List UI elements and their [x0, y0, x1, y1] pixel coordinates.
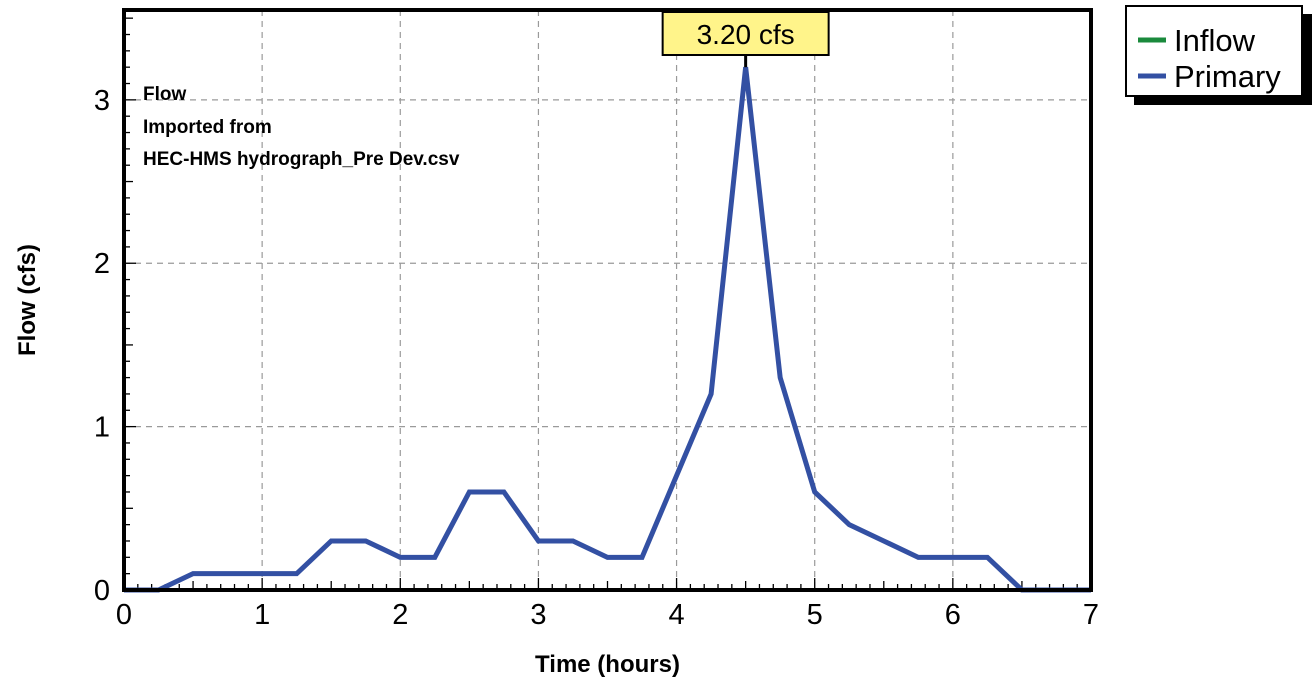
legend: Inflow Primary [1125, 5, 1312, 105]
annotation-line-3: HEC-HMS hydrograph_Pre Dev.csv [143, 149, 460, 170]
x-tick-label: 0 [116, 599, 132, 631]
peak-label: 3.20 cfs [697, 19, 795, 50]
y-tick-labels: 0 1 2 3 [94, 85, 110, 607]
x-tick-label: 5 [807, 599, 823, 631]
y-tick-label: 2 [94, 248, 110, 280]
x-tick-label: 7 [1083, 599, 1099, 631]
x-tick-label: 2 [392, 599, 408, 631]
x-tick-label: 3 [530, 599, 546, 631]
legend-label-inflow: Inflow [1174, 23, 1256, 58]
x-tick-label: 4 [669, 599, 685, 631]
y-tick-label: 3 [94, 85, 110, 117]
peak-label-box [661, 11, 830, 56]
legend-label-primary: Primary [1174, 59, 1281, 94]
annotation-line-2: Imported from [143, 117, 272, 138]
grid [124, 10, 1091, 590]
annotation-line-1: Flow [143, 84, 186, 105]
x-tick-labels: 0 1 2 3 4 5 6 7 [116, 599, 1099, 631]
y-axis-title: Flow (cfs) [14, 244, 41, 356]
legend-box [1125, 5, 1303, 97]
y-tick-label: 1 [94, 412, 110, 444]
x-tick-label: 1 [254, 599, 270, 631]
minor-ticks [124, 17, 1078, 590]
series-layer [124, 66, 1091, 593]
peak-callout: 3.20 cfs [661, 11, 830, 68]
series-line-primary [124, 66, 1091, 593]
x-axis-title: Time (hours) [535, 651, 680, 678]
x-tick-label: 6 [945, 599, 961, 631]
plot-frame [122, 8, 1093, 592]
y-tick-label: 0 [94, 575, 110, 607]
